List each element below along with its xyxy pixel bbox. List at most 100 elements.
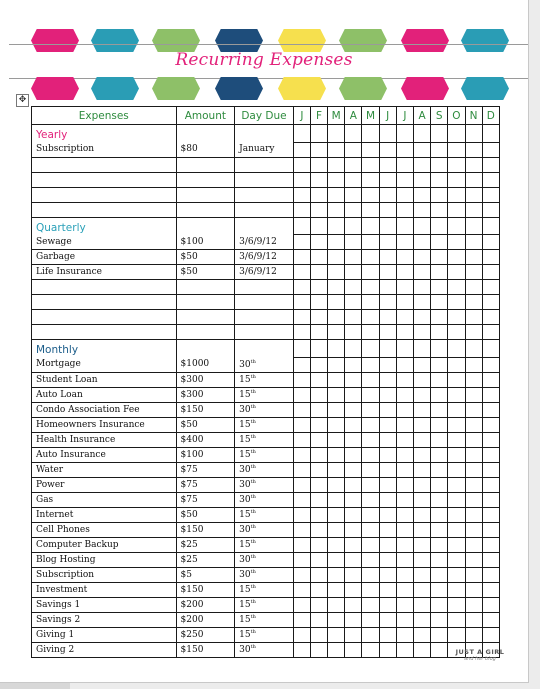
month-check-cell[interactable] (447, 596, 466, 613)
month-check-cell[interactable] (378, 249, 397, 265)
month-check-cell[interactable] (292, 141, 311, 158)
month-check-cell[interactable] (327, 141, 346, 158)
month-check-cell[interactable] (327, 641, 346, 658)
day-due-cell[interactable]: 15th (234, 581, 294, 598)
month-check-cell[interactable] (464, 324, 483, 340)
month-check-cell[interactable] (292, 249, 311, 265)
month-check-cell[interactable] (430, 386, 449, 403)
month-check-cell[interactable] (430, 156, 449, 173)
month-check-cell[interactable] (292, 234, 311, 250)
month-check-cell[interactable] (447, 339, 466, 358)
month-check-cell[interactable] (327, 461, 346, 478)
month-check-cell[interactable] (344, 324, 363, 340)
month-check-cell[interactable] (344, 446, 363, 463)
month-check-cell[interactable] (361, 506, 380, 523)
month-check-cell[interactable] (430, 536, 449, 553)
expense-cell[interactable]: Water (31, 461, 177, 478)
month-check-cell[interactable] (309, 611, 329, 628)
month-check-cell[interactable] (412, 461, 432, 478)
month-check-cell[interactable] (292, 386, 311, 403)
expense-cell[interactable]: Homeowners Insurance (31, 416, 177, 433)
month-check-cell[interactable] (378, 446, 397, 463)
month-check-cell[interactable] (309, 141, 329, 158)
day-due-cell[interactable] (234, 279, 294, 295)
expense-cell[interactable]: Subscription (31, 142, 177, 158)
month-check-cell[interactable] (395, 216, 414, 235)
month-check-cell[interactable] (344, 279, 363, 295)
month-check-cell[interactable] (344, 521, 363, 538)
amount-cell[interactable]: $300 (175, 371, 236, 388)
month-check-cell[interactable] (361, 309, 380, 325)
amount-cell[interactable]: $25 (175, 551, 236, 568)
day-due-cell[interactable] (234, 324, 294, 340)
month-check-cell[interactable] (344, 581, 363, 598)
month-check-cell[interactable] (412, 309, 432, 325)
month-check-cell[interactable] (344, 201, 363, 218)
month-check-cell[interactable] (292, 476, 311, 493)
amount-cell[interactable]: $200 (175, 596, 236, 613)
month-check-cell[interactable] (395, 446, 414, 463)
month-check-cell[interactable] (309, 506, 329, 523)
month-check-cell[interactable] (481, 371, 501, 388)
expense-cell[interactable] (31, 156, 177, 173)
amount-cell[interactable]: $50 (175, 264, 236, 280)
month-check-cell[interactable] (327, 551, 346, 568)
month-check-cell[interactable] (292, 356, 311, 373)
month-check-cell[interactable] (447, 371, 466, 388)
month-check-cell[interactable] (464, 249, 483, 265)
month-check-cell[interactable] (481, 596, 501, 613)
month-check-cell[interactable] (430, 294, 449, 310)
month-check-cell[interactable] (447, 356, 466, 373)
month-check-cell[interactable] (412, 356, 432, 373)
amount-cell[interactable] (175, 216, 236, 235)
month-check-cell[interactable] (344, 461, 363, 478)
month-check-cell[interactable] (327, 536, 346, 553)
month-check-cell[interactable] (395, 551, 414, 568)
month-check-cell[interactable] (344, 641, 363, 658)
month-check-cell[interactable] (395, 596, 414, 613)
month-check-cell[interactable] (464, 124, 483, 143)
month-check-cell[interactable] (481, 401, 501, 418)
amount-cell[interactable]: $400 (175, 431, 236, 448)
month-check-cell[interactable] (447, 294, 466, 310)
month-check-cell[interactable] (412, 491, 432, 508)
month-check-cell[interactable] (395, 476, 414, 493)
month-check-cell[interactable] (361, 431, 380, 448)
month-check-cell[interactable] (464, 521, 483, 538)
month-check-cell[interactable] (292, 461, 311, 478)
month-check-cell[interactable] (464, 339, 483, 358)
month-check-cell[interactable] (344, 476, 363, 493)
month-check-cell[interactable] (361, 626, 380, 643)
month-check-cell[interactable] (447, 124, 466, 143)
expense-cell[interactable]: Internet (31, 506, 177, 523)
month-check-cell[interactable] (464, 626, 483, 643)
expense-cell[interactable]: Auto Loan (31, 386, 177, 403)
month-check-cell[interactable] (292, 201, 311, 218)
month-check-cell[interactable] (481, 581, 501, 598)
month-check-cell[interactable] (327, 626, 346, 643)
month-check-cell[interactable] (430, 446, 449, 463)
month-check-cell[interactable] (447, 309, 466, 325)
day-due-cell[interactable]: 30th (234, 357, 294, 373)
month-check-cell[interactable] (327, 611, 346, 628)
month-check-cell[interactable] (327, 521, 346, 538)
expense-cell[interactable] (31, 201, 177, 218)
month-check-cell[interactable] (361, 201, 380, 218)
month-check-cell[interactable] (378, 581, 397, 598)
month-check-cell[interactable] (378, 156, 397, 173)
month-check-cell[interactable] (327, 339, 346, 358)
month-check-cell[interactable] (430, 626, 449, 643)
month-check-cell[interactable] (327, 234, 346, 250)
month-check-cell[interactable] (378, 596, 397, 613)
month-check-cell[interactable] (430, 566, 449, 583)
month-check-cell[interactable] (378, 566, 397, 583)
month-check-cell[interactable] (378, 141, 397, 158)
month-check-cell[interactable] (481, 611, 501, 628)
day-due-cell[interactable] (234, 201, 294, 218)
month-check-cell[interactable] (309, 401, 329, 418)
month-check-cell[interactable] (327, 596, 346, 613)
month-check-cell[interactable] (309, 641, 329, 658)
day-due-cell[interactable]: 3/6/9/12 (234, 264, 294, 280)
month-check-cell[interactable] (430, 551, 449, 568)
month-check-cell[interactable] (464, 386, 483, 403)
